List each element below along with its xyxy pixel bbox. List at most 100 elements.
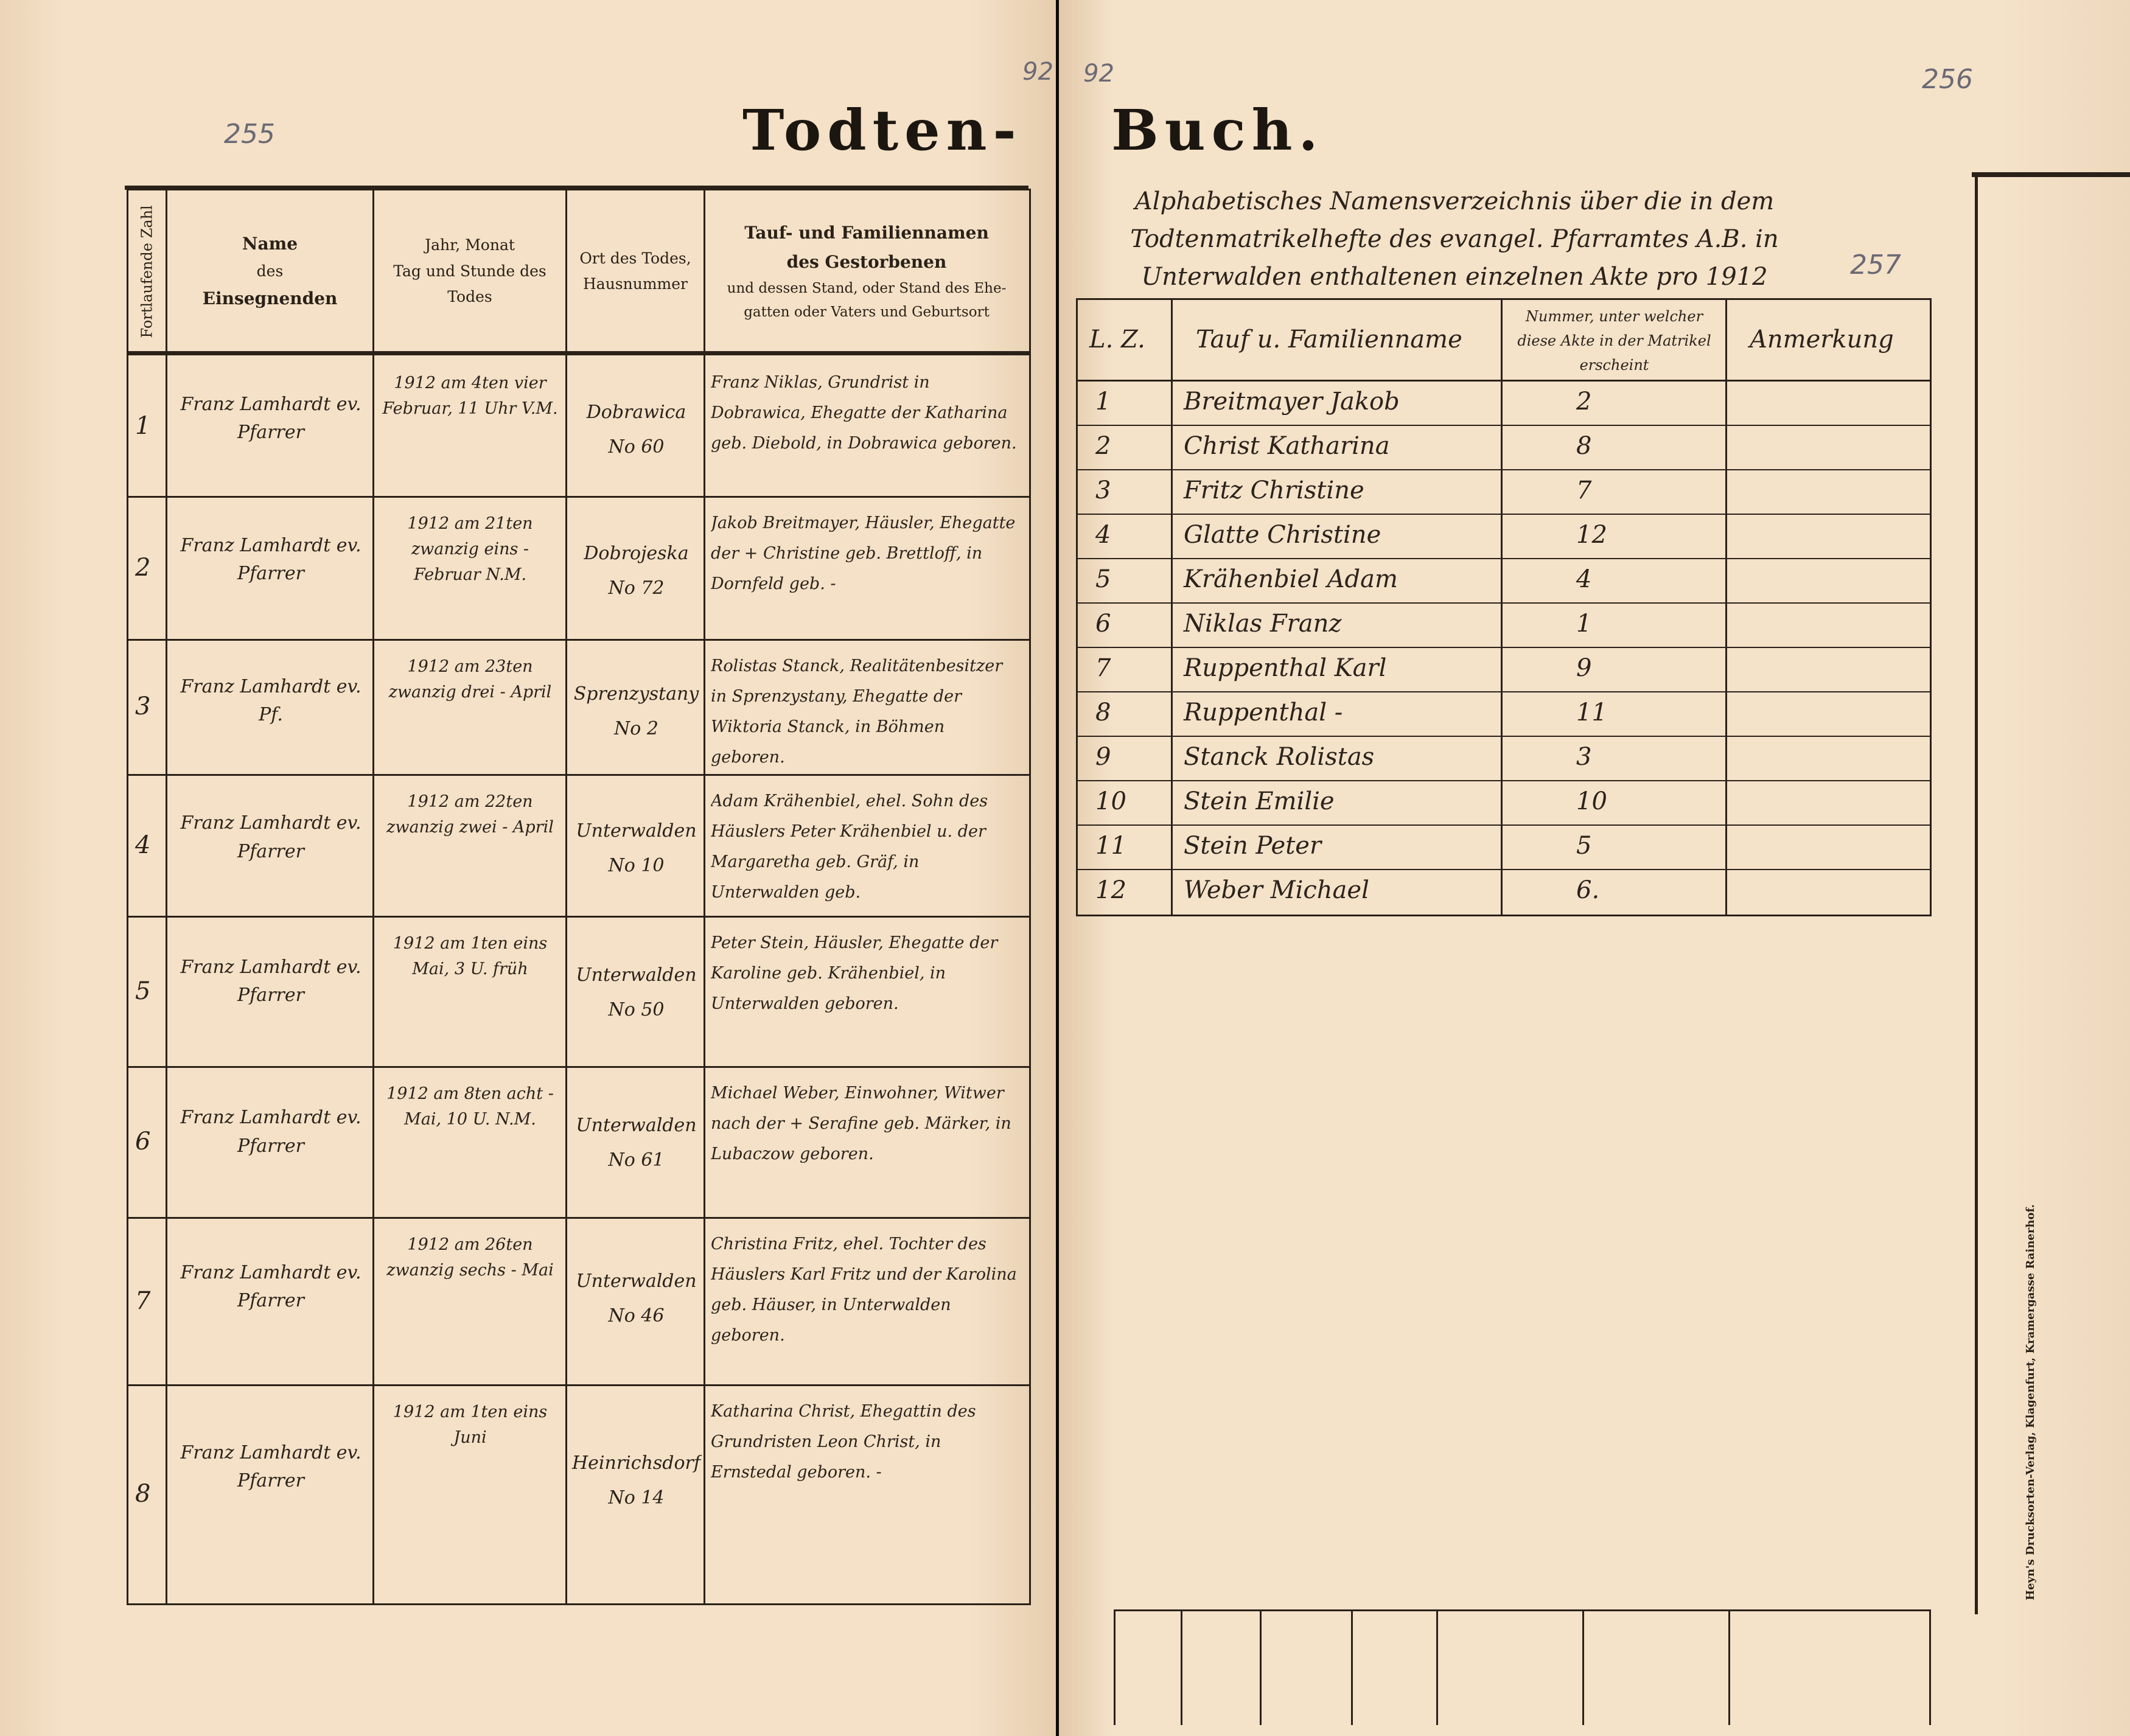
publisher-imprint: Heyn's Drucksorten-Verlag, Klagenfurt, K… [2024, 1204, 2037, 1600]
entry-number: 7 [135, 1286, 151, 1315]
page-number-pencil: 255 [224, 119, 275, 150]
death-date: 1912 am 22ten zwanzig zwei - April [386, 792, 554, 837]
col-divider [372, 189, 374, 1603]
row-divider [127, 639, 1029, 641]
page-number-pencil: 256 [1922, 64, 1973, 95]
officiant-name: Franz Lamhardt ev. Pfarrer [180, 1107, 361, 1157]
title-left: Todten- [742, 97, 1022, 163]
row-divider [127, 1217, 1029, 1219]
bottom-rule [1114, 1609, 1929, 1611]
deceased-details: Rolistas Stanck, Realitätenbesitzer in S… [711, 657, 1003, 767]
row-divider [127, 496, 1029, 498]
col-divider [1501, 298, 1503, 915]
row-divider [1076, 469, 1930, 470]
row-divider [1076, 869, 1930, 870]
index-row-entry-number: 1 [1576, 610, 1592, 638]
row-divider [1076, 558, 1930, 559]
index-row-name: Stein Peter [1184, 832, 1322, 860]
row-divider [127, 1384, 1029, 1386]
index-row-entry-number: 3 [1576, 743, 1592, 771]
index-row-entry-number: 10 [1576, 787, 1607, 815]
deceased-details: Adam Krähenbiel, ehel. Sohn des Häuslers… [711, 792, 988, 902]
bottom-column-stub [1436, 1609, 1438, 1725]
index-row-entry-number: 6. [1576, 876, 1600, 904]
deceased-details: Christina Fritz, ehel. Tochter des Häusl… [711, 1235, 1017, 1345]
deceased-details: Franz Niklas, Grundrist in Dobrawica, Eh… [711, 373, 1017, 453]
officiant-name: Franz Lamhardt ev. Pfarrer [180, 393, 361, 444]
bottom-column-stub [1351, 1609, 1353, 1725]
col-divider [1725, 298, 1727, 915]
death-date: 1912 am 21ten zwanzig eins - Februar N.M… [407, 514, 533, 584]
entry-number: 1 [135, 411, 151, 440]
index-row-entry-number: 9 [1576, 654, 1592, 682]
name-index-table [1076, 298, 1932, 916]
row-divider [127, 774, 1029, 776]
bottom-column-stub [1181, 1609, 1182, 1725]
death-date: 1912 am 23ten zwanzig drei - April [388, 657, 552, 702]
deceased-details: Katharina Christ, Ehegattin des Grundris… [711, 1402, 976, 1482]
officiant-name: Franz Lamhardt ev. Pf. [180, 675, 361, 726]
index-row-entry-number: 2 [1576, 388, 1592, 416]
death-place: Unterwalden No 61 [576, 1115, 697, 1171]
officiant-name: Franz Lamhardt ev. Pfarrer [180, 956, 361, 1006]
officiant-name: Franz Lamhardt ev. Pfarrer [180, 1261, 361, 1312]
row-divider [1076, 691, 1930, 692]
officiant-name: Franz Lamhardt ev. Pfarrer [180, 534, 361, 585]
death-place: Unterwalden No 46 [576, 1271, 697, 1326]
index-row-entry-number: 4 [1576, 565, 1592, 593]
row-divider [1076, 425, 1930, 426]
death-date: 1912 am 8ten acht - Mai, 10 U. N.M. [386, 1084, 554, 1129]
index-row-name: Stein Emilie [1184, 787, 1335, 815]
index-row-entry-number: 7 [1576, 476, 1592, 504]
index-heading: Alphabetisches Namensverzeichnis über di… [1130, 187, 1779, 291]
index-row-entry-number: 8 [1576, 432, 1592, 460]
index-page-number: 257 [1850, 249, 1901, 281]
header-officiant: Name des Einsegnenden [202, 234, 338, 309]
index-row-name: Ruppenthal - [1184, 699, 1343, 727]
index-row-number: 11 [1095, 832, 1126, 860]
death-place: Dobrawica No 60 [586, 401, 686, 458]
index-row-number: 9 [1095, 743, 1111, 771]
row-divider [1076, 647, 1930, 648]
left-page: 255 92 Todten- Fortlaufende Zahl Name des… [0, 0, 1056, 1736]
deceased-details: Peter Stein, Häusler, Ehegatte der Karol… [711, 933, 998, 1013]
index-row-name: Fritz Christine [1184, 476, 1364, 504]
index-row-entry-number: 11 [1576, 699, 1607, 727]
bottom-column-stub [1260, 1609, 1262, 1725]
index-row-name: Weber Michael [1184, 876, 1369, 904]
death-date: 1912 am 26ten zwanzig sechs - Mai [386, 1235, 554, 1280]
index-row-number: 2 [1095, 432, 1111, 460]
death-place: Heinrichsdorf No 14 [572, 1452, 700, 1508]
bottom-column-stub [1728, 1609, 1730, 1725]
row-divider [127, 916, 1029, 918]
death-place: Sprenzystany No 2 [573, 683, 699, 740]
index-row-number: 10 [1095, 787, 1126, 815]
officiant-name: Franz Lamhardt ev. Pfarrer [180, 1441, 361, 1492]
row-divider [1076, 780, 1930, 781]
index-row-name: Ruppenthal Karl [1184, 654, 1387, 682]
death-date: 1912 am 4ten vier Februar, 11 Uhr V.M. [382, 374, 558, 418]
index-row-name: Christ Katharina [1184, 432, 1390, 460]
index-row-name: Glatte Christine [1184, 521, 1381, 549]
death-register-table [127, 189, 1031, 1605]
deceased-details: Jakob Breitmayer, Häusler, Ehegatte der … [711, 514, 1016, 593]
row-divider [1076, 736, 1930, 737]
page-number-top: 92 [1022, 58, 1053, 86]
index-header-number: Nummer, unter welcher diese Akte in der … [1517, 308, 1711, 374]
page-number-top: 92 [1083, 60, 1114, 88]
col-divider [704, 189, 705, 1603]
index-header-no: L. Z. [1089, 326, 1145, 354]
page-edge-line [1975, 172, 1978, 1614]
index-row-number: 5 [1095, 565, 1111, 593]
index-row-entry-number: 5 [1576, 832, 1592, 860]
right-page: 92 256 Buch. Alphabetisches Namensverzei… [1059, 0, 2130, 1736]
death-place: Dobrojeska No 72 [584, 542, 689, 599]
header-rule [127, 351, 1029, 355]
index-row-number: 12 [1095, 876, 1126, 904]
index-row-name: Breitmayer Jakob [1184, 388, 1400, 416]
faint-rule [1972, 172, 2130, 177]
entry-number: 2 [135, 553, 151, 582]
entry-number: 5 [135, 977, 151, 1005]
index-row-number: 6 [1095, 610, 1111, 638]
col-divider [1171, 298, 1173, 915]
